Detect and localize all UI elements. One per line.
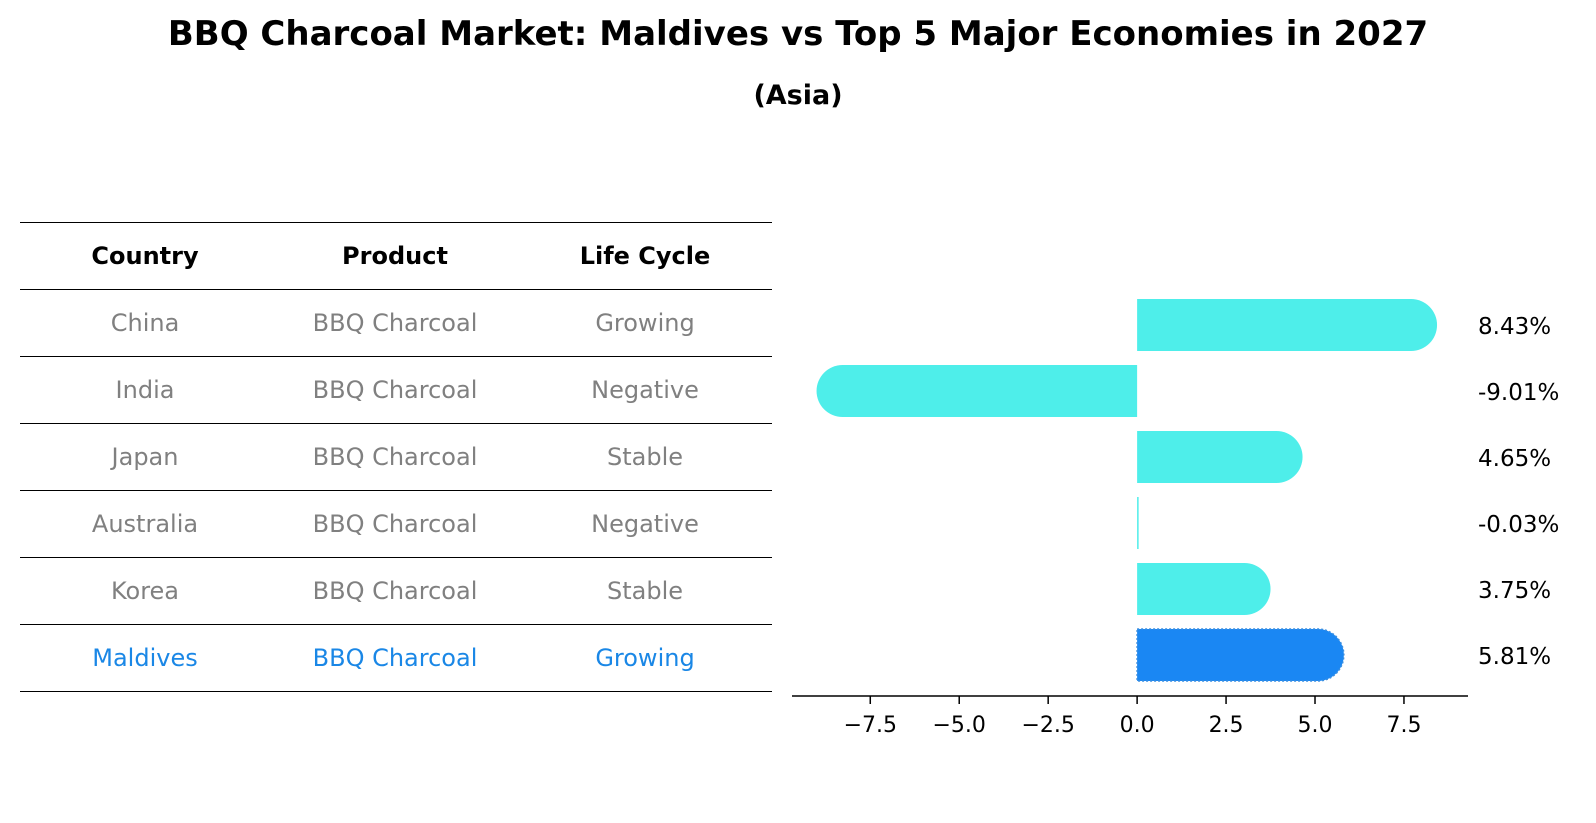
bar-value-label: 8.43% [1478,314,1551,340]
bar-korea [1137,563,1271,615]
country-cell: Australia [91,510,199,538]
x-tick-label: 2.5 [1209,713,1244,738]
life-cycle-cell: Negative [591,510,699,538]
bar-maldives [1136,628,1345,682]
life-cycle-cell: Negative [591,376,699,404]
table-header-row: Country Product Life Cycle [20,222,772,289]
bar-value-label: 5.81% [1478,644,1551,670]
header-product: Product [342,242,448,270]
country-cell: Japan [111,443,179,471]
bar-value-label: -0.03% [1478,512,1559,538]
comparison-table: Country Product Life Cycle China BBQ Cha… [20,222,772,692]
bar-india [816,365,1138,417]
life-cycle-cell: Stable [606,443,684,471]
product-cell: BBQ Charcoal [312,577,478,605]
x-tick-label: −5.0 [933,713,986,738]
bar-value-label: 4.65% [1478,446,1551,472]
table-row: Australia BBQ Charcoal Negative [20,490,772,557]
bar-japan [1137,431,1303,483]
table-row: Korea BBQ Charcoal Stable [20,557,772,624]
life-cycle-cell: Growing [595,309,695,337]
table-row: India BBQ Charcoal Negative [20,356,772,423]
bar-australia [1137,497,1139,549]
bar-value-label: 3.75% [1478,578,1551,604]
x-tick-label: 7.5 [1386,713,1421,738]
country-cell: Maldives [92,644,198,672]
product-cell: BBQ Charcoal [312,376,478,404]
x-tick-label: 0.0 [1120,713,1155,738]
x-tick-label: −7.5 [844,713,897,738]
table-row-highlighted: Maldives BBQ Charcoal Growing [20,624,772,692]
life-cycle-cell: Stable [606,577,684,605]
life-cycle-cell: Growing [595,644,695,672]
bar-value-label: -9.01% [1478,380,1559,406]
chart-subtitle: (Asia) [753,80,843,111]
table-row: Japan BBQ Charcoal Stable [20,423,772,490]
country-cell: China [110,309,180,337]
header-country: Country [91,242,199,270]
x-tick-label: −2.5 [1021,713,1074,738]
product-cell: BBQ Charcoal [312,644,478,672]
bar-china [1137,299,1438,351]
product-cell: BBQ Charcoal [312,510,478,538]
country-cell: India [115,376,175,404]
header-life-cycle: Life Cycle [579,242,711,270]
x-tick-label: 5.0 [1298,713,1333,738]
product-cell: BBQ Charcoal [312,443,478,471]
product-cell: BBQ Charcoal [312,309,478,337]
chart-title: BBQ Charcoal Market: Maldives vs Top 5 M… [167,14,1429,54]
table-row: China BBQ Charcoal Growing [20,289,772,356]
country-cell: Korea [110,577,180,605]
